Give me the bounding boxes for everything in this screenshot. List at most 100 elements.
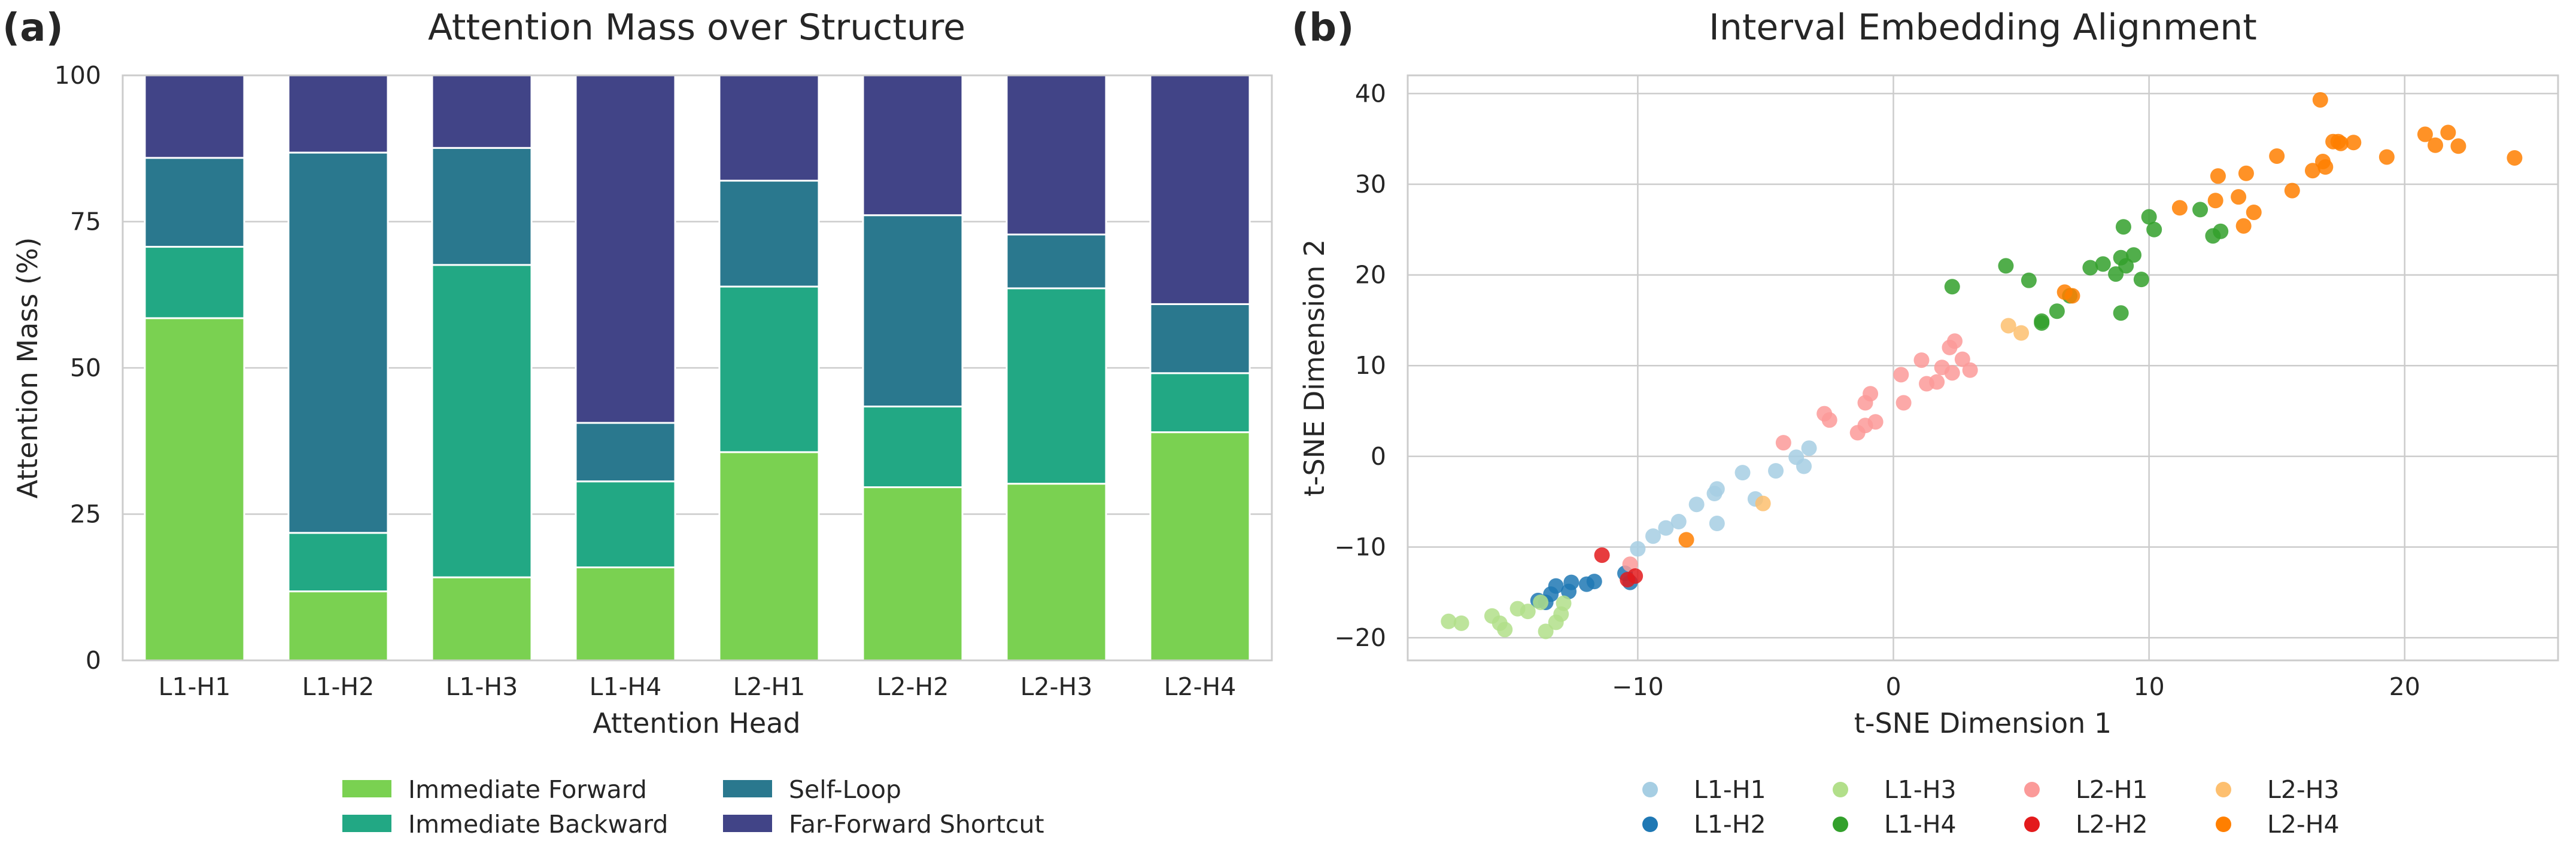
bar-segment [287, 590, 389, 662]
scatter-point [1594, 547, 1610, 563]
legend-label: L2-H2 [2076, 810, 2148, 839]
bar-segment [575, 422, 676, 483]
legend-marker [1642, 817, 1658, 832]
scatter-point [1688, 496, 1705, 513]
scatter-point [1630, 541, 1646, 557]
scatter-point [1913, 352, 1930, 368]
panel-a-y-ticks: 0 25 50 75 100 [54, 61, 101, 675]
x-tick-label: 10 [2134, 672, 2165, 701]
bar-segment [718, 74, 820, 182]
scatter-point [1796, 458, 1812, 474]
x-tick-label: L2-H3 [1020, 672, 1093, 701]
bar-segment [862, 486, 964, 662]
x-tick-label: L1-H4 [590, 672, 662, 701]
scatter-point [1533, 594, 1549, 610]
scatter-point [1755, 495, 1771, 511]
legend-marker [2024, 782, 2040, 797]
legend-label: L1-H1 [1694, 775, 1766, 804]
y-tick-label: 30 [1355, 170, 1386, 199]
bar-segment [575, 566, 676, 662]
scatter-point [2082, 260, 2098, 276]
x-tick-label: 0 [1885, 672, 1901, 701]
panel-b-scatter-chart: (b) Interval Embedding Alignment −20 −10 0… [1292, 6, 2559, 839]
panel-a-x-label: Attention Head [593, 707, 800, 739]
panel-b-gridlines [1408, 75, 2558, 660]
scatter-point [2346, 135, 2362, 151]
panel-b-legend: L1-H1 L1-H2 L1-H3 L1-H4 L2-H1 L2-H2 L2-H3 L2-H4 [1642, 775, 2340, 839]
scatter-point [1962, 362, 1978, 378]
scatter-point [2146, 221, 2162, 237]
legend-label: L2-H1 [2076, 775, 2148, 804]
y-tick-label: 100 [54, 61, 101, 90]
panel-b-letter: (b) [1292, 6, 1354, 50]
scatter-point [2013, 325, 2030, 341]
bar-segment [431, 147, 533, 266]
scatter-point [2115, 219, 2131, 235]
scatter-point [2440, 124, 2456, 141]
scatter-point [2450, 138, 2466, 154]
legend-marker [1642, 782, 1658, 797]
scatter-point [2171, 200, 2188, 216]
panel-b-x-label: t-SNE Dimension 1 [1854, 707, 2112, 739]
legend-label: L1-H3 [1884, 775, 1957, 804]
scatter-point [2034, 315, 2050, 331]
scatter-point [1929, 374, 1945, 390]
scatter-point [2417, 126, 2433, 142]
y-tick-label: 0 [1371, 442, 1386, 471]
panel-a-bar-chart: (a) Attention Mass over Structure 0 25 50 7… [2, 6, 1273, 839]
scatter-point [2284, 182, 2300, 199]
panel-b-y-label: t-SNE Dimension 2 [1298, 239, 1330, 496]
bar-segment [718, 285, 820, 453]
bar-segment [431, 576, 533, 662]
scatter-point [2269, 148, 2285, 164]
scatter-point [1867, 414, 1884, 430]
bar-segment [1006, 233, 1107, 290]
scatter-point [1622, 556, 1638, 572]
legend-swatch [723, 780, 772, 797]
scatter-point [2125, 247, 2141, 263]
bar-segment [862, 406, 964, 489]
bar-segment [431, 74, 533, 149]
scatter-point [2246, 204, 2262, 220]
bar-segment [1149, 431, 1251, 662]
panel-a-legend: Immediate Forward Immediate Backward Self-… [342, 775, 1044, 839]
scatter-point [2064, 288, 2080, 304]
scatter-point [1497, 622, 1513, 638]
scatter-point [1734, 465, 1751, 481]
scatter-point [2207, 193, 2223, 209]
scatter-point [2118, 258, 2134, 274]
legend-label: Immediate Forward [408, 775, 647, 804]
scatter-point [1895, 395, 1912, 411]
scatter-point [2000, 318, 2016, 334]
bar-segment [575, 480, 676, 568]
legend-marker [1833, 782, 1848, 797]
panel-b-points [1441, 92, 2523, 639]
legend-label: Far-Forward Shortcut [789, 810, 1044, 839]
scatter-point [1944, 365, 1960, 381]
x-tick-label: L1-H2 [302, 672, 375, 701]
bar-segment [862, 214, 964, 408]
y-tick-label: 75 [70, 208, 101, 236]
scatter-point [2095, 256, 2111, 272]
scatter-point [2021, 272, 2037, 288]
scatter-point [2304, 163, 2320, 179]
scatter-point [2317, 159, 2334, 175]
scatter-point [2213, 223, 2229, 239]
bar-segment [1006, 74, 1107, 236]
panel-a-letter: (a) [2, 6, 63, 50]
scatter-point [1453, 615, 1469, 631]
scatter-point [1658, 520, 1674, 536]
bar-segment [1149, 372, 1251, 434]
y-tick-label: 20 [1355, 261, 1386, 290]
x-tick-label: −10 [1612, 672, 1664, 701]
x-tick-label: 20 [2389, 672, 2420, 701]
scatter-point [2378, 149, 2395, 165]
legend-label: L1-H2 [1694, 810, 1766, 839]
panel-a-title: Attention Mass over Structure [428, 7, 965, 48]
scatter-point [2133, 272, 2149, 288]
scatter-point [1678, 532, 1694, 548]
scatter-point [1954, 351, 1970, 367]
scatter-point [1768, 463, 1784, 479]
scatter-point [1893, 367, 1909, 383]
